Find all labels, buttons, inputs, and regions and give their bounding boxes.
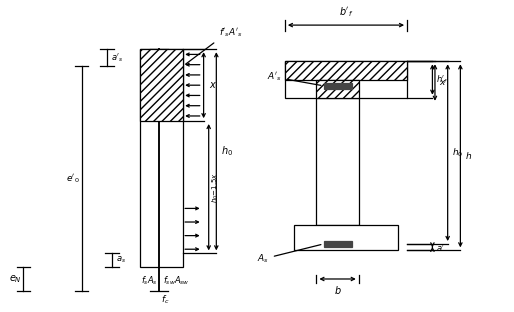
- Bar: [324, 83, 352, 89]
- Text: $x$: $x$: [438, 78, 446, 87]
- Text: $f'_sA'_s$: $f'_sA'_s$: [186, 27, 243, 64]
- Bar: [324, 241, 352, 247]
- Text: $A'_s$: $A'_s$: [267, 71, 321, 85]
- Bar: [317, 98, 359, 225]
- Text: $f_sA_s$: $f_sA_s$: [141, 275, 158, 287]
- Bar: [285, 61, 407, 80]
- Text: $e_N$: $e_N$: [9, 273, 22, 285]
- Text: $a_s$: $a_s$: [116, 255, 126, 265]
- Text: $b$: $b$: [334, 285, 341, 296]
- Text: $h_0$: $h_0$: [452, 146, 463, 159]
- Bar: [317, 80, 359, 98]
- Text: $f_{sw}A_{sw}$: $f_{sw}A_{sw}$: [163, 275, 190, 287]
- Bar: [140, 49, 183, 267]
- Bar: [293, 225, 398, 250]
- Bar: [285, 61, 407, 98]
- Text: $x$: $x$: [209, 80, 217, 90]
- Bar: [140, 49, 183, 121]
- Text: $h'_f$: $h'_f$: [436, 73, 449, 86]
- Text: $A_s$: $A_s$: [257, 245, 321, 265]
- Text: $h_0{-}1.5x$: $h_0{-}1.5x$: [211, 172, 222, 203]
- Text: $b'_f$: $b'_f$: [339, 5, 353, 19]
- Text: $e'_0$: $e'_0$: [66, 172, 79, 185]
- Text: $f_c$: $f_c$: [161, 294, 170, 306]
- Text: $a'_s$: $a'_s$: [111, 51, 123, 64]
- Text: $h_0$: $h_0$: [222, 144, 233, 158]
- Text: $h$: $h$: [466, 150, 472, 161]
- Text: $a'$: $a'$: [436, 241, 446, 253]
